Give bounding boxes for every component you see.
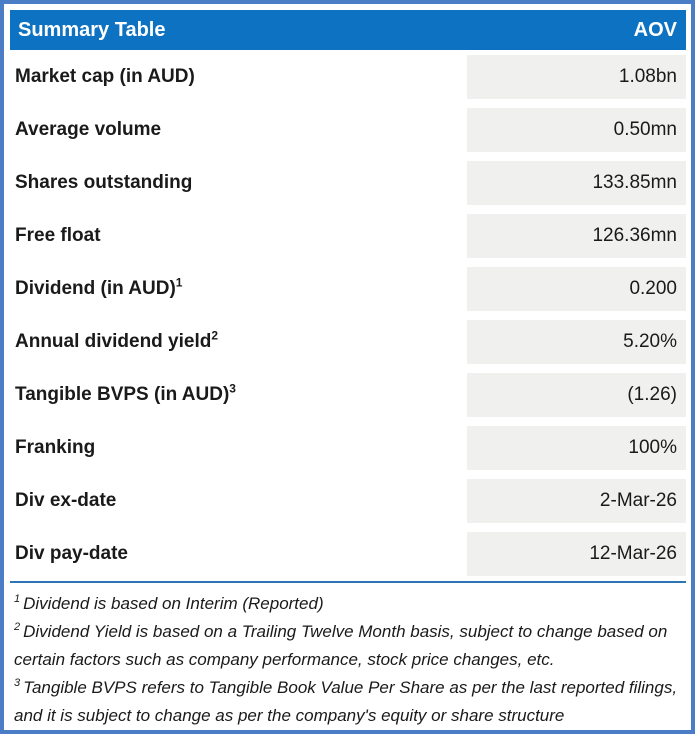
row-value: 133.85mn: [467, 160, 686, 205]
footnotes: 1 Dividend is based on Interim (Reported)…: [10, 583, 686, 730]
row-value: 12-Mar-26: [467, 531, 686, 576]
table-row: Div ex-date 2-Mar-26: [10, 474, 686, 527]
row-label: Dividend (in AUD)1: [15, 275, 183, 299]
row-label: Average volume: [15, 118, 162, 140]
row-label: Tangible BVPS (in AUD)3: [15, 381, 236, 405]
table-rows: Market cap (in AUD) 1.08bn Average volum…: [10, 50, 686, 580]
row-label: Annual dividend yield2: [15, 328, 219, 352]
table-row: Franking 100%: [10, 421, 686, 474]
row-value: 5.20%: [467, 319, 686, 364]
footnote: 1 Dividend is based on Interim (Reported): [14, 593, 324, 613]
table-row: Market cap (in AUD) 1.08bn: [10, 50, 686, 103]
table-row: Shares outstanding 133.85mn: [10, 156, 686, 209]
row-value: 126.36mn: [467, 213, 686, 258]
row-label: Market cap (in AUD): [15, 65, 195, 87]
row-label: Franking: [15, 436, 96, 458]
row-value: 2-Mar-26: [467, 478, 686, 523]
table-title: Summary Table: [18, 18, 166, 41]
row-label: Div pay-date: [15, 542, 128, 564]
table-row: Free float 126.36mn: [10, 209, 686, 262]
table-row: Div pay-date 12-Mar-26: [10, 527, 686, 580]
footnote: 3 Tangible BVPS refers to Tangible Book V…: [14, 677, 678, 725]
table-row: Average volume 0.50mn: [10, 103, 686, 156]
table-row: Tangible BVPS (in AUD)3 (1.26): [10, 368, 686, 421]
row-label: Free float: [15, 224, 101, 246]
table-header: Summary Table AOV: [10, 10, 686, 50]
ticker-label: AOV: [633, 18, 677, 41]
footnote: 2 Dividend Yield is based on a Trailing T…: [14, 621, 668, 669]
footnote-separator: [10, 581, 686, 583]
table-row: Annual dividend yield2 5.20%: [10, 315, 686, 368]
table-row: Dividend (in AUD)1 0.200: [10, 262, 686, 315]
row-value: 1.08bn: [467, 54, 686, 99]
row-label: Shares outstanding: [15, 171, 193, 193]
row-label: Div ex-date: [15, 489, 117, 511]
row-value: 100%: [467, 425, 686, 470]
row-value: 0.50mn: [467, 107, 686, 152]
row-value: (1.26): [467, 372, 686, 417]
row-value: 0.200: [467, 266, 686, 311]
